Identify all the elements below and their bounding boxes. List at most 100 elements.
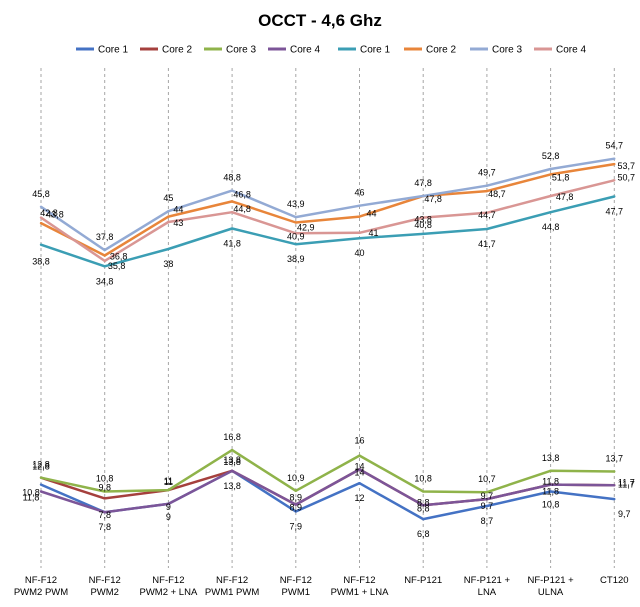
data-point [103,248,106,252]
data-point [549,469,552,472]
data-label: 10,8 [22,488,40,498]
data-label: 11 [164,477,173,487]
data-point [358,482,361,485]
data-label: 38,8 [32,257,50,267]
data-point [549,490,552,493]
x-tick-label: NF-P121 + ULNA [527,575,574,598]
data-labels: 11,8 7,8 9 13,8 7,9 12 6,8 8,7 10,8 9,7 12,8 9,8 11 1… [22,141,635,539]
data-label: 45,8 [32,189,50,199]
legend-label: Core 3 [492,45,522,56]
data-point [294,503,297,506]
data-label: 46 [354,188,364,198]
data-label: 47,8 [414,178,432,188]
data-point [39,243,43,246]
data-point [358,237,361,240]
x-tick-label: NF-F12 PWM2 + LNA [139,575,197,598]
data-point [230,469,234,472]
data-label: 8,8 [417,503,430,513]
x-tick-label: CT120 [600,575,629,586]
data-point [230,211,234,214]
data-label: 40,8 [414,220,432,230]
data-point [230,200,234,203]
data-point [613,157,616,160]
x-axis-tick-labels: NF-F12 PWM2 PWM NF-F12 PWM2 NF-F12 PWM2 + LNA… [14,575,629,598]
data-point [613,497,616,501]
data-label: 10,8 [96,474,114,484]
data-point [549,194,552,198]
data-label: 38 [163,259,173,269]
legend-item: Core 3 [204,45,256,56]
data-point [167,247,170,251]
series-line [40,157,615,252]
data-point [549,211,552,214]
data-label: 51,8 [552,172,570,182]
legend-label: Core 2 [162,45,192,56]
data-point [230,189,234,192]
data-label: 38,9 [287,254,305,264]
data-label: 13,8 [223,457,241,467]
data-point [422,517,425,521]
data-point [358,468,361,471]
data-label: 9,8 [98,482,111,492]
data-label: 6,8 [417,529,430,539]
data-label: 10,8 [414,474,432,484]
data-point [167,502,170,506]
data-label: 52,8 [542,151,560,161]
data-point [103,511,106,514]
data-label: 9 [166,512,171,522]
data-label: 8,9 [290,493,303,503]
data-point [613,195,616,198]
data-label: 43,9 [287,199,305,209]
legend-item: Core 4 [268,45,320,56]
data-label: 36,8 [110,252,128,262]
data-label: 47,7 [606,207,624,217]
data-label: 7,8 [98,522,111,532]
data-label: 11,7 [618,477,635,487]
data-point [167,210,170,213]
data-label: 44,8 [233,204,251,214]
data-label: 41,7 [478,239,496,249]
data-label: 40 [354,248,364,258]
data-point [358,231,361,234]
series-line [40,179,615,263]
data-label: 13,8 [542,453,560,463]
data-label: 9,7 [618,509,631,519]
data-label: 16 [354,436,364,446]
data-point [422,232,425,236]
legend-label: Core 1 [360,45,390,56]
data-label: 12,8 [32,462,50,472]
data-label: 41 [368,228,378,238]
data-label: 10,9 [287,473,305,483]
data-point [230,448,234,452]
x-tick-label: NF-F12 PWM1 + LNA [331,575,389,598]
legend-item: Core 1 [76,45,128,56]
data-label: 8,7 [481,516,494,526]
data-label: 11,7 [618,479,635,489]
data-label: 9,7 [481,501,494,511]
data-label: 7,8 [98,510,111,520]
data-point [39,490,43,493]
series-line [40,448,615,494]
data-label: 48,8 [223,173,241,183]
legend-label: Core 1 [98,45,128,56]
x-tick-label: NF-F12 PWM2 PWM [14,575,68,598]
data-point [294,221,297,224]
data-label: 44,8 [542,222,560,232]
data-label: 41,8 [223,239,241,249]
data-label: 40,9 [287,231,305,241]
data-point [39,205,43,208]
data-point [613,179,616,182]
x-tick-label: NF-P121 + LNA [464,575,511,598]
data-label: 35,8 [108,261,126,271]
data-label: 9,7 [481,491,494,501]
data-label: 43,8 [414,215,432,225]
x-tick-label: NF-P121 [404,575,442,586]
data-point [422,504,425,507]
data-label: 12,8 [32,460,50,470]
data-label: 11,8 [542,477,559,487]
data-label: 44,7 [478,210,496,220]
data-point [103,259,106,263]
chart-legend: Core 1 Core 2 Core 3 Core 4 Core 1 Core 2 Core… [76,45,586,56]
data-point [485,189,489,193]
